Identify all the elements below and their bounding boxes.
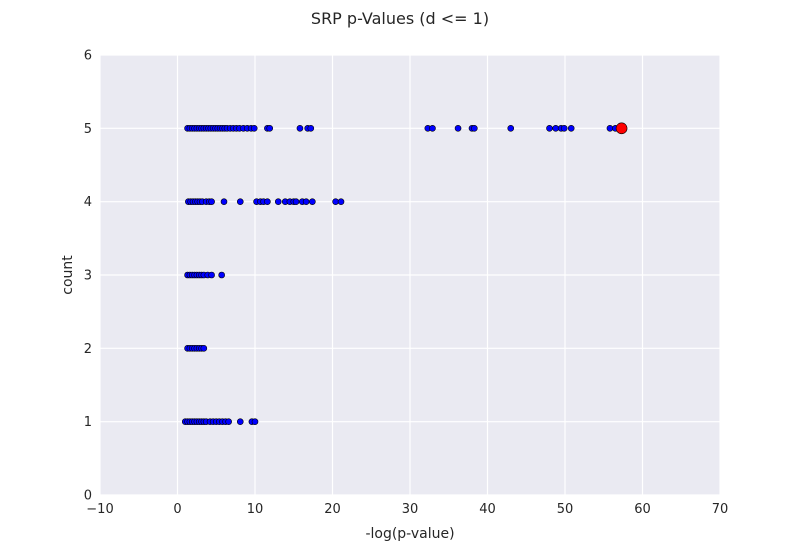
- data-point: [552, 125, 560, 132]
- data-point: [429, 125, 436, 132]
- data-point: [567, 125, 575, 132]
- data-point: [274, 198, 282, 205]
- data-point: [606, 125, 614, 132]
- data-point: [302, 198, 310, 205]
- data-point: [225, 418, 232, 425]
- data-points: [181, 122, 628, 425]
- x-axis-ticks: −10 0 10 20 30 40 50 60 70: [86, 502, 728, 517]
- data-point: [236, 198, 244, 205]
- y-axis-label: count: [60, 255, 76, 295]
- y-tick-label: 5: [84, 122, 92, 137]
- data-point: [507, 125, 515, 132]
- y-tick-label: 1: [84, 415, 92, 430]
- data-point: [332, 198, 339, 205]
- data-point: [546, 125, 553, 132]
- x-tick-label: 0: [173, 502, 181, 517]
- data-point: [264, 198, 271, 205]
- data-point: [307, 125, 315, 132]
- data-point: [471, 125, 478, 132]
- data-point: [292, 198, 300, 205]
- highlight-point: [615, 122, 628, 135]
- x-tick-label: 20: [324, 502, 341, 517]
- data-point: [236, 418, 244, 425]
- data-point: [208, 198, 215, 205]
- data-point: [560, 125, 568, 132]
- data-point: [200, 345, 208, 352]
- data-point: [309, 198, 316, 205]
- data-point: [454, 125, 462, 132]
- y-tick-label: 4: [84, 195, 92, 210]
- y-tick-label: 6: [84, 49, 92, 64]
- y-tick-label: 2: [84, 342, 92, 357]
- x-tick-label: 10: [247, 502, 264, 517]
- data-point: [296, 125, 304, 132]
- data-point: [251, 418, 259, 425]
- y-tick-label: 0: [84, 489, 92, 504]
- x-tick-label: −10: [86, 502, 113, 517]
- data-point: [218, 271, 225, 279]
- y-tick-label: 3: [84, 269, 92, 284]
- x-tick-label: 30: [402, 502, 419, 517]
- data-point: [337, 198, 345, 205]
- chart-title: SRP p-Values (d <= 1): [311, 9, 489, 28]
- data-point: [266, 125, 274, 132]
- data-point: [220, 198, 228, 205]
- y-axis-ticks: 0 1 2 3 4 5 6: [84, 49, 92, 504]
- x-tick-label: 60: [634, 502, 651, 517]
- x-tick-label: 40: [479, 502, 496, 517]
- data-point: [208, 271, 215, 279]
- data-point: [250, 125, 258, 132]
- x-axis-label: -log(p-value): [365, 526, 454, 542]
- x-tick-label: 70: [712, 502, 729, 517]
- x-tick-label: 50: [557, 502, 574, 517]
